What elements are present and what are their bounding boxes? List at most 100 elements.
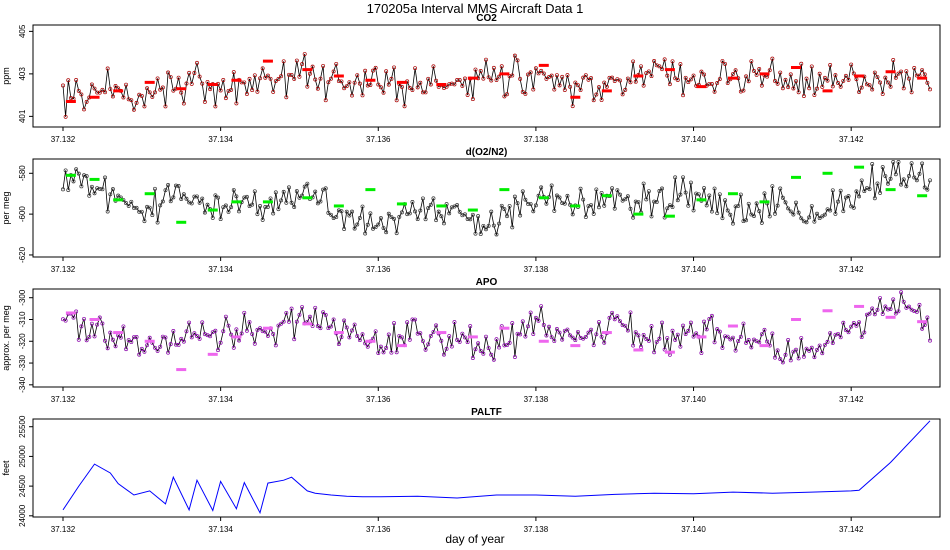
data-point <box>184 81 189 86</box>
data-point <box>878 80 883 85</box>
data-point <box>817 71 822 76</box>
data-point <box>704 203 709 208</box>
data-point <box>691 73 696 78</box>
data-point <box>920 161 925 166</box>
data-point <box>799 216 804 221</box>
data-point <box>849 324 854 329</box>
data-point <box>237 209 241 214</box>
data-point <box>625 328 630 333</box>
data-point <box>134 205 139 210</box>
data-point <box>533 203 538 208</box>
data-point <box>665 336 670 340</box>
data-point <box>597 320 601 325</box>
data-point <box>166 70 171 75</box>
data-point <box>641 83 646 88</box>
data-point <box>481 223 486 228</box>
data-point <box>229 205 234 210</box>
data-point <box>145 86 150 91</box>
data-point <box>329 324 333 329</box>
data-point <box>413 66 418 71</box>
data-point <box>460 83 465 88</box>
data-point <box>796 210 801 215</box>
data-point <box>74 167 79 172</box>
data-point <box>644 337 649 341</box>
data-point <box>757 209 762 214</box>
data-point <box>373 65 378 70</box>
data-point <box>281 189 286 194</box>
data-point <box>447 211 452 216</box>
y-axis-label: feet <box>1 460 11 476</box>
data-point <box>838 188 843 193</box>
y-tick-label: 25000 <box>18 445 27 468</box>
data-point <box>628 310 633 315</box>
data-point <box>849 62 854 67</box>
data-point <box>202 99 207 104</box>
data-point <box>470 97 475 102</box>
data-point <box>92 86 97 91</box>
data-point <box>523 334 528 339</box>
data-point <box>562 201 567 206</box>
data-point <box>523 91 528 96</box>
data-point <box>239 80 244 85</box>
data-point <box>610 75 615 80</box>
data-point <box>357 338 362 343</box>
data-point <box>331 69 336 74</box>
data-point <box>418 331 423 336</box>
data-point <box>804 76 809 81</box>
x-tick-label: 37.138 <box>524 525 549 534</box>
data-point <box>809 204 814 208</box>
data-point <box>759 220 764 225</box>
data-point <box>589 76 594 81</box>
data-point <box>279 74 284 79</box>
data-point <box>660 320 664 325</box>
data-point <box>313 77 318 82</box>
data-point <box>292 337 297 342</box>
data-point <box>914 178 919 183</box>
data-point <box>633 79 638 84</box>
data-point <box>323 98 328 103</box>
data-point <box>678 344 683 349</box>
data-point <box>129 199 134 204</box>
panel-3: PALTF feet 37.132 37.134 37.136 37.138 37.140 3… <box>1 407 941 534</box>
data-point <box>426 76 431 81</box>
data-point <box>857 194 862 199</box>
data-point <box>912 66 917 70</box>
data-point <box>641 333 646 337</box>
data-point <box>334 61 339 66</box>
x-tick-label: 37.140 <box>681 395 706 404</box>
data-point <box>780 360 785 365</box>
data-point <box>126 203 131 208</box>
data-point <box>686 80 691 85</box>
data-point <box>347 335 352 340</box>
data-point <box>878 190 883 195</box>
data-point <box>452 82 457 87</box>
data-point <box>378 344 383 349</box>
data-point <box>239 331 244 336</box>
data-point <box>783 77 788 82</box>
data-point <box>862 330 867 335</box>
data-point <box>439 338 444 343</box>
data-point <box>63 168 68 173</box>
panel-title: CO2 <box>476 13 497 24</box>
data-point <box>841 320 846 325</box>
data-point <box>200 320 205 325</box>
data-point <box>473 67 478 72</box>
data-point <box>179 197 184 201</box>
data-point <box>731 335 735 340</box>
data-point <box>901 299 906 304</box>
data-point <box>526 72 530 77</box>
data-point <box>97 315 102 320</box>
data-point <box>817 216 822 221</box>
data-point <box>838 84 843 89</box>
y-axis-label: per meg <box>1 191 11 224</box>
data-point <box>242 195 247 200</box>
data-point <box>300 193 305 198</box>
data-point <box>342 86 347 91</box>
data-point <box>836 331 840 336</box>
data-point <box>321 63 326 68</box>
data-point <box>512 194 517 199</box>
data-point <box>757 340 762 345</box>
data-point <box>541 71 546 76</box>
data-point <box>893 75 898 80</box>
